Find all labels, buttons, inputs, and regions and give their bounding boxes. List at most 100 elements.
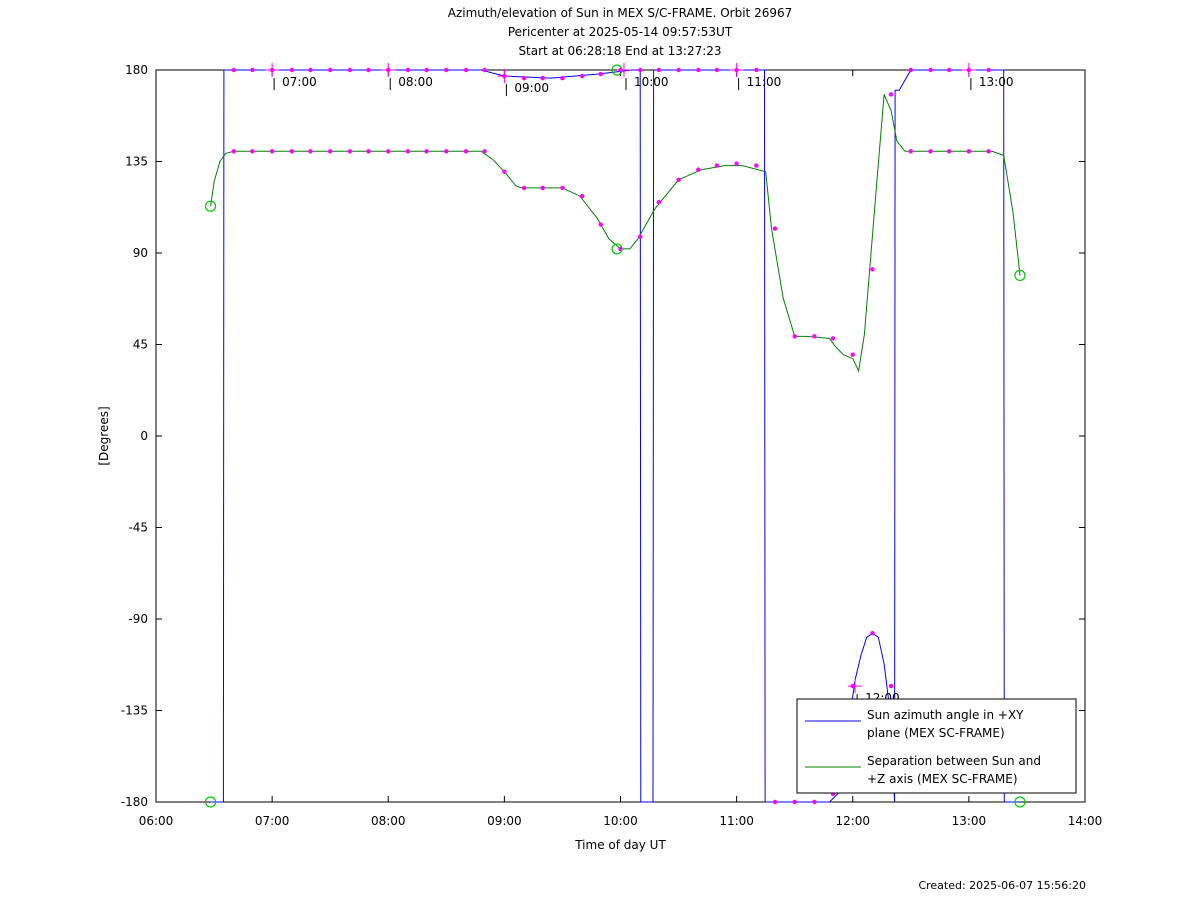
separation-sample-point: [405, 149, 411, 154]
separation-sample-point: [366, 149, 371, 154]
separation-sample-point: [656, 199, 662, 205]
separation-sample-point: [424, 149, 429, 154]
separation-sample-point: [521, 185, 527, 191]
separation-sample-point: [696, 167, 701, 172]
azimuth-sample-point: [463, 67, 469, 73]
azimuth-sample-point: [521, 75, 527, 81]
chart-title-line: Azimuth/elevation of Sun in MEX S/C-FRAM…: [448, 6, 793, 20]
azimuth-sample-point: [754, 67, 759, 73]
x-tick-label: 06:00: [139, 814, 174, 828]
y-tick-label: -135: [121, 704, 148, 718]
separation-sample-point: [347, 149, 353, 154]
azimuth-sample-point: [986, 67, 991, 73]
y-tick-label: -45: [128, 521, 148, 535]
separation-sample-point: [850, 352, 855, 357]
separation-sample-point: [966, 149, 972, 154]
separation-sample-point: [792, 334, 797, 339]
separation-sample-point: [772, 226, 778, 231]
y-tick-label: 45: [133, 338, 148, 352]
azimuth-sample-point: [482, 67, 487, 73]
separation-sample-point: [946, 149, 952, 154]
separation-sample-point: [928, 149, 933, 154]
endpoint-circle: [1014, 796, 1026, 808]
separation-sample-point: [327, 149, 333, 154]
separation-sample-point: [579, 193, 585, 199]
x-axis-label: Time of day UT: [574, 838, 666, 852]
azimuth-sample-point: [444, 67, 449, 73]
azimuth-sample-point: [289, 67, 295, 73]
azimuth-sample-point: [928, 67, 933, 73]
separation-sample-point: [308, 149, 313, 154]
azimuth-sample-point: [812, 799, 817, 805]
x-tick-label: 13:00: [952, 814, 987, 828]
azimuth-sample-point: [424, 67, 429, 73]
separation-sample-point: [540, 185, 545, 191]
x-tick-label: 09:00: [487, 814, 522, 828]
separation-sample-point: [386, 149, 391, 154]
separation-sample-point: [830, 336, 836, 341]
x-tick-label: 14:00: [1068, 814, 1103, 828]
azimuth-sample-point: [308, 67, 313, 73]
azimuth-sample-point: [231, 67, 237, 73]
azimuth-sample-point: [366, 67, 371, 73]
endpoint-circle: [611, 243, 623, 255]
azimuth-sample-point: [772, 799, 778, 805]
separation-sample-point: [714, 163, 720, 168]
azimuth-sample-point: [347, 67, 353, 73]
legend-label: +Z axis (MEX SC-FRAME): [867, 772, 1018, 786]
separation-sample-point: [289, 149, 295, 154]
separation-sample-point: [502, 169, 507, 174]
plot-area-frame: [155, 69, 1086, 803]
separation-sample-point: [676, 177, 681, 182]
x-tick-label: 11:00: [719, 814, 754, 828]
azimuth-sample-point: [676, 67, 681, 73]
x-tick-label: 10:00: [603, 814, 638, 828]
legend-label: Sun azimuth angle in +XY: [867, 708, 1024, 722]
legend: Sun azimuth angle in +XY plane (MEX SC-FR…: [796, 698, 1077, 794]
separation-sample-point: [638, 234, 643, 239]
separation-sample-point: [482, 149, 487, 154]
x-tick-label: 07:00: [255, 814, 290, 828]
separation-sample-point: [908, 149, 914, 154]
azimuth-sample-point: [714, 67, 720, 73]
axis-ticks: 06:00 07:00 08:00 09:00 10:00 11:00 12:00 13:00…: [121, 63, 1103, 828]
separation-sample-point: [734, 161, 739, 166]
hour-marker-label: 11:00: [747, 75, 782, 89]
azimuth-sample-point: [579, 73, 585, 79]
azimuth-sample-point: [250, 67, 255, 73]
markers-layer: [204, 64, 1026, 808]
separation-sample-point: [444, 149, 449, 154]
azimuth-sample-point: [598, 71, 603, 77]
separation-sample-point: [231, 149, 237, 154]
legend-label: Separation between Sun and: [867, 754, 1041, 768]
azimuth-sample-point: [696, 67, 701, 73]
endpoint-circle: [1014, 269, 1026, 281]
azimuth-sample-point: [656, 67, 662, 73]
azimuth-sample-point: [540, 75, 545, 81]
azimuth-sample-point: [946, 67, 952, 73]
azimuth-sample-point: [327, 67, 333, 73]
hour-marker-label: 08:00: [398, 75, 433, 89]
separation-sample-point: [754, 163, 759, 168]
y-tick-label: -90: [128, 612, 148, 626]
azimuth-sample-point: [560, 75, 565, 81]
y-tick-label: 180: [125, 63, 148, 77]
hour-marker-label: 07:00: [282, 75, 317, 89]
separation-sample-point: [250, 149, 255, 154]
x-tick-label: 12:00: [835, 814, 870, 828]
chart-title-line: Pericenter at 2025-05-14 09:57:53UT: [508, 25, 733, 39]
hour-marker-label: 10:00: [634, 75, 669, 89]
separation-sample-point: [986, 149, 991, 154]
chart-titles: Azimuth/elevation of Sun in MEX S/C-FRAM…: [448, 6, 793, 58]
separation-sample-point: [463, 149, 469, 154]
hour-marker-label: 09:00: [514, 81, 549, 95]
azimuth-sample-point: [870, 631, 875, 636]
separation-sample-point: [269, 149, 275, 154]
legend-label: plane (MEX SC-FRAME): [867, 726, 1005, 740]
separation-sample-point: [560, 185, 565, 191]
y-tick-label: 135: [125, 155, 148, 169]
y-tick-label: 90: [133, 246, 148, 260]
separation-sample-point: [812, 334, 817, 339]
y-tick-label: -180: [121, 795, 148, 809]
